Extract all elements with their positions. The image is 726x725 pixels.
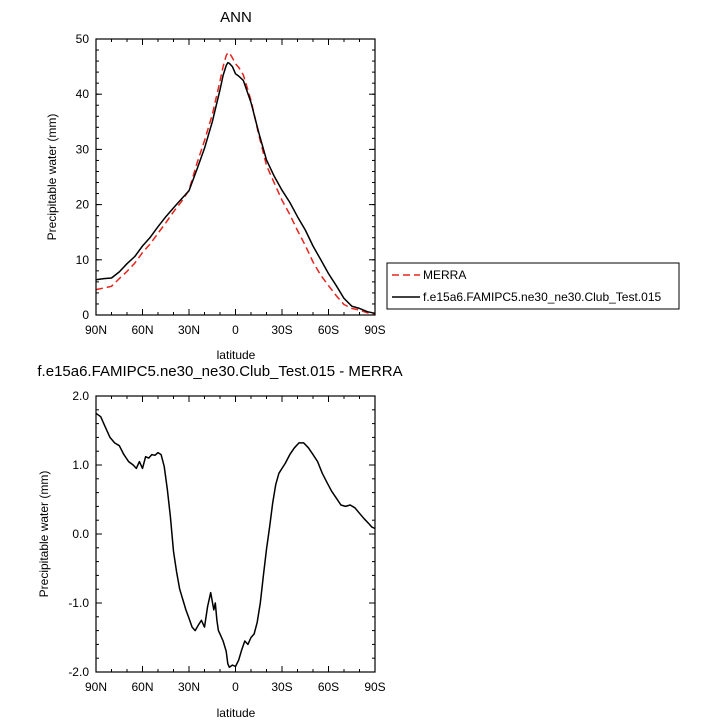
top-y-axis-label: Precipitable water (mm) <box>45 114 59 241</box>
x-tick-label-1-3: 0 <box>232 680 239 694</box>
x-tick-label-1-4: 30S <box>271 680 292 694</box>
y-tick-label-0-3: 30 <box>76 142 90 156</box>
legend: MERRA f.e15a6.FAMIPC5.ne30_ne30.Club_Tes… <box>386 262 680 310</box>
x-tick-label-0-6: 90S <box>364 323 385 337</box>
series-line-1-0 <box>95 412 376 668</box>
bottom-panel: f.e15a6.FAMIPC5.ne30_ne30.Club_Test.015 … <box>37 363 403 720</box>
series-line-0-0 <box>95 52 376 315</box>
y-tick-label-0-5: 50 <box>76 32 90 46</box>
bottom-plot-area: 90N 60N 30N 0 30S 60S 90S -2.0 -1.0 0.0 1.0 2.0 <box>68 389 385 694</box>
x-tick-label-1-6: 90S <box>364 680 385 694</box>
y-tick-label-1-1: -1.0 <box>68 596 89 610</box>
y-tick-label-0-1: 10 <box>76 253 90 267</box>
x-tick-label-0-4: 30S <box>271 323 292 337</box>
y-tick-label-0-2: 20 <box>76 198 90 212</box>
x-tick-label-0-5: 60S <box>318 323 339 337</box>
plot-frame-1 <box>95 395 376 673</box>
top-plot-area: 90N 60N 30N 0 30S 60S 90S 0 10 20 30 40 50 <box>76 32 386 337</box>
bottom-y-axis-label: Precipitable water (mm) <box>37 471 51 598</box>
top-panel: ANN 90N 60N 30N 0 30S 60S 90S 0 10 20 30 40 50 latit… <box>45 9 386 362</box>
x-tick-label-1-5: 60S <box>318 680 339 694</box>
x-tick-label-1-1: 60N <box>131 680 153 694</box>
x-tick-label-1-2: 30N <box>178 680 200 694</box>
y-tick-label-1-2: 0.0 <box>72 527 89 541</box>
x-tick-label-0-2: 30N <box>178 323 200 337</box>
y-tick-label-0-0: 0 <box>82 308 89 322</box>
legend-entry-merra: MERRA <box>423 268 466 282</box>
x-tick-label-1-0: 90N <box>85 680 107 694</box>
x-tick-label-0-1: 60N <box>131 323 153 337</box>
x-tick-label-0-0: 90N <box>85 323 107 337</box>
series-line-0-1 <box>95 61 376 315</box>
bottom-chart-title: f.e15a6.FAMIPC5.ne30_ne30.Club_Test.015 … <box>37 363 402 380</box>
legend-entry-model: f.e15a6.FAMIPC5.ne30_ne30.Club_Test.015 <box>423 290 661 304</box>
plot-frame-0 <box>95 38 376 316</box>
y-tick-label-0-4: 40 <box>76 87 90 101</box>
y-tick-label-1-0: -2.0 <box>68 665 89 679</box>
x-tick-label-0-3: 0 <box>232 323 239 337</box>
y-tick-label-1-4: 2.0 <box>72 389 89 403</box>
top-chart-title: ANN <box>220 9 252 26</box>
top-x-axis-label: latitude <box>217 348 256 362</box>
legend-box <box>386 262 680 310</box>
y-tick-label-1-3: 1.0 <box>72 458 89 472</box>
bottom-x-axis-label: latitude <box>217 706 256 720</box>
